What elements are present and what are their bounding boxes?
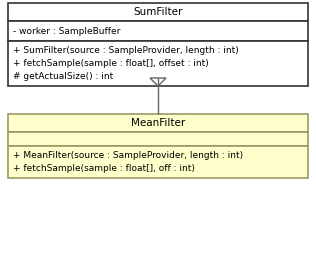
Bar — [8, 132, 308, 146]
Text: + fetchSample(sample : float[], offset : int): + fetchSample(sample : float[], offset :… — [13, 59, 209, 68]
Bar — [8, 21, 308, 41]
Bar — [8, 146, 308, 178]
Text: SumFilter: SumFilter — [133, 7, 183, 17]
Bar — [8, 41, 308, 86]
Polygon shape — [150, 78, 166, 86]
Bar — [8, 3, 308, 21]
Text: # getActualSize() : int: # getActualSize() : int — [13, 72, 113, 81]
Text: MeanFilter: MeanFilter — [131, 118, 185, 128]
Text: - worker : SampleBuffer: - worker : SampleBuffer — [13, 27, 120, 36]
Text: + fetchSample(sample : float[], off : int): + fetchSample(sample : float[], off : in… — [13, 164, 195, 173]
Bar — [8, 114, 308, 132]
Text: + SumFilter(source : SampleProvider, length : int): + SumFilter(source : SampleProvider, len… — [13, 46, 239, 55]
Text: + MeanFilter(source : SampleProvider, length : int): + MeanFilter(source : SampleProvider, le… — [13, 151, 243, 160]
